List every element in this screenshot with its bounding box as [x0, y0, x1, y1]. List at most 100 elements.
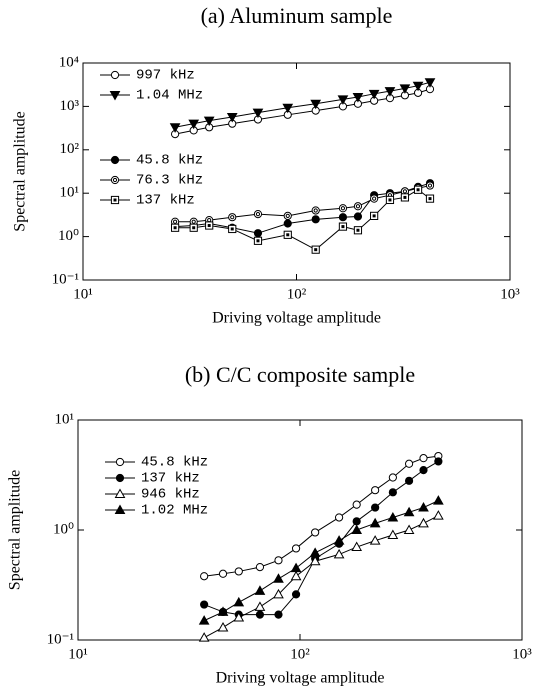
- marker-shape: [340, 206, 346, 211]
- marker-shape: [230, 215, 235, 220]
- data-marker: [404, 459, 414, 468]
- y-tick-label: 10²: [60, 141, 80, 157]
- data-marker: [369, 535, 381, 545]
- marker-shape: [418, 502, 429, 512]
- data-marker: [203, 116, 215, 127]
- marker-shape: [310, 99, 322, 110]
- x-tick-label: 10¹: [68, 646, 88, 662]
- marker-shape: [200, 572, 209, 581]
- marker-shape: [109, 91, 121, 101]
- marker-shape: [291, 544, 301, 553]
- marker-shape: [285, 213, 290, 218]
- data-marker: [387, 529, 399, 540]
- x-axis-label: Driving voltage amplitude: [216, 670, 385, 687]
- legend-marker: [110, 155, 120, 165]
- data-marker: [274, 556, 283, 565]
- marker-shape: [313, 208, 318, 213]
- marker-shape: [372, 214, 376, 218]
- data-marker: [371, 503, 380, 512]
- data-marker: [311, 215, 320, 224]
- legend-marker: [115, 473, 125, 483]
- legend-marker: [109, 91, 121, 101]
- data-marker: [352, 92, 364, 103]
- legend-label: 76.3 kHz: [136, 173, 203, 189]
- data-marker: [205, 221, 214, 230]
- marker-shape: [273, 573, 284, 583]
- data-marker: [333, 548, 345, 559]
- marker-shape: [352, 92, 364, 103]
- data-marker: [226, 112, 238, 123]
- legend-marker: [110, 70, 120, 80]
- chart-title: (b) C/C composite sample: [185, 362, 415, 387]
- data-marker: [403, 506, 415, 517]
- data-marker: [217, 621, 229, 632]
- marker-shape: [203, 116, 215, 127]
- legend-label: 137 kHz: [141, 471, 200, 487]
- data-marker: [425, 194, 435, 203]
- data-marker: [234, 567, 243, 576]
- marker-shape: [351, 541, 363, 552]
- marker-shape: [115, 473, 125, 483]
- marker-shape: [353, 202, 363, 211]
- data-marker: [311, 528, 320, 537]
- marker-shape: [233, 596, 245, 607]
- data-marker: [310, 99, 322, 110]
- marker-shape: [114, 504, 126, 514]
- marker-shape: [428, 197, 432, 201]
- marker-shape: [369, 535, 381, 545]
- marker-shape: [337, 95, 349, 105]
- data-marker: [388, 488, 397, 497]
- data-marker: [198, 615, 210, 625]
- marker-shape: [172, 219, 178, 224]
- legend-label: 45.8 kHz: [136, 153, 203, 169]
- marker-shape: [110, 175, 120, 185]
- data-marker: [311, 206, 320, 215]
- marker-shape: [192, 226, 196, 230]
- data-marker: [255, 562, 265, 572]
- marker-shape: [371, 486, 380, 495]
- marker-shape: [309, 555, 321, 566]
- data-marker: [273, 588, 284, 599]
- data-marker: [384, 87, 396, 97]
- data-marker: [273, 573, 284, 583]
- x-tick-label: 10²: [290, 646, 310, 662]
- data-marker: [311, 245, 320, 254]
- data-marker: [425, 181, 435, 190]
- marker-shape: [388, 488, 397, 497]
- marker-shape: [115, 457, 125, 467]
- marker-shape: [217, 621, 229, 632]
- data-marker: [404, 476, 414, 485]
- marker-shape: [425, 181, 435, 190]
- data-marker: [419, 466, 428, 475]
- marker-shape: [233, 612, 245, 622]
- marker-shape: [110, 70, 120, 80]
- marker-shape: [387, 529, 399, 540]
- marker-shape: [173, 226, 177, 230]
- marker-shape: [273, 588, 284, 599]
- marker-shape: [188, 119, 200, 130]
- marker-shape: [200, 600, 209, 609]
- data-marker: [282, 103, 294, 114]
- legend-marker: [110, 175, 120, 185]
- data-marker: [233, 612, 245, 622]
- data-marker: [433, 510, 444, 520]
- marker-shape: [283, 211, 292, 220]
- marker-shape: [427, 183, 433, 188]
- marker-shape: [311, 528, 320, 537]
- data-marker: [253, 209, 263, 219]
- plot-frame: [77, 419, 523, 641]
- x-tick-label: 10²: [287, 286, 307, 302]
- marker-shape: [419, 466, 428, 475]
- data-marker: [353, 202, 363, 211]
- data-marker: [253, 236, 263, 245]
- marker-shape: [351, 524, 363, 534]
- chart-title: (a) Aluminum sample: [201, 3, 393, 28]
- data-marker: [233, 596, 245, 607]
- data-marker: [370, 211, 379, 220]
- data-marker: [309, 555, 321, 566]
- marker-shape: [314, 248, 318, 252]
- marker-shape: [353, 212, 363, 221]
- marker-shape: [338, 213, 348, 222]
- data-marker: [338, 222, 348, 231]
- marker-shape: [418, 517, 429, 528]
